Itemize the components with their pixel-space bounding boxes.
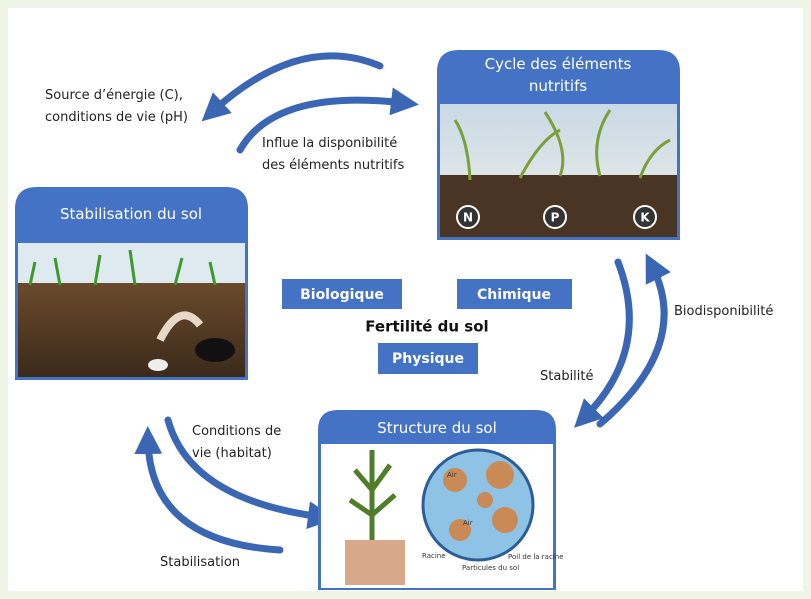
- edge-label-line: des éléments nutritifs: [262, 158, 404, 173]
- edge-label-line: conditions de vie (pH): [45, 110, 188, 125]
- illustration-label: Air: [447, 471, 457, 479]
- page: { "center": {"title": "Fertilité du sol"…: [0, 0, 811, 599]
- tag-label: Physique: [392, 351, 464, 367]
- edge-label: Stabilisation: [160, 555, 240, 570]
- soil-zoom: [423, 450, 533, 560]
- edge-label-line: Biodisponibilité: [674, 304, 773, 319]
- nutrient-label: K: [640, 211, 650, 225]
- edge-label-line: Source d’énergie (C),: [45, 88, 183, 103]
- node-cycle: Cycle des éléments nutritifs N P K: [437, 50, 680, 240]
- photo-soil: [18, 283, 245, 377]
- title-line: Cycle des éléments: [485, 55, 632, 73]
- title-line: Structure du sol: [377, 419, 497, 437]
- grub: [148, 359, 168, 371]
- edge-label: Biodisponibilité: [674, 304, 773, 319]
- illustration-label: Poil de la racine: [508, 553, 564, 561]
- edge-label-line: Influe la disponibilité: [262, 136, 397, 151]
- mole: [195, 338, 235, 362]
- nutrient-label: P: [551, 211, 560, 225]
- tag-label: Biologique: [300, 287, 384, 303]
- node-stabilisation: Stabilisation du sol: [15, 187, 248, 380]
- title-line: Stabilisation du sol: [60, 205, 202, 223]
- diagram: Cycle des éléments nutritifs N P K Stabilis…: [0, 0, 811, 599]
- edge-label-line: Stabilisation: [160, 555, 240, 570]
- pot: [345, 540, 405, 585]
- tag-label: Chimique: [477, 287, 551, 303]
- node-title: Stabilisation du sol: [60, 205, 202, 223]
- center-title: Fertilité du sol: [365, 318, 488, 336]
- node-structure: Structure du sol Air Air Racine Poil de la …: [318, 410, 564, 590]
- illustration-label: Air: [463, 519, 473, 527]
- edge-label-line: vie (habitat): [192, 446, 272, 461]
- edge-label-line: Stabilité: [540, 369, 594, 384]
- edge-label: Stabilité: [540, 369, 594, 384]
- edge-label-line: Conditions de: [192, 424, 281, 439]
- node-title: Structure du sol: [377, 419, 497, 437]
- illustration-label: Racine: [422, 552, 446, 560]
- illustration-label: Particules du sol: [462, 564, 519, 572]
- title-line: nutritifs: [529, 77, 588, 95]
- nutrient-label: N: [463, 211, 473, 225]
